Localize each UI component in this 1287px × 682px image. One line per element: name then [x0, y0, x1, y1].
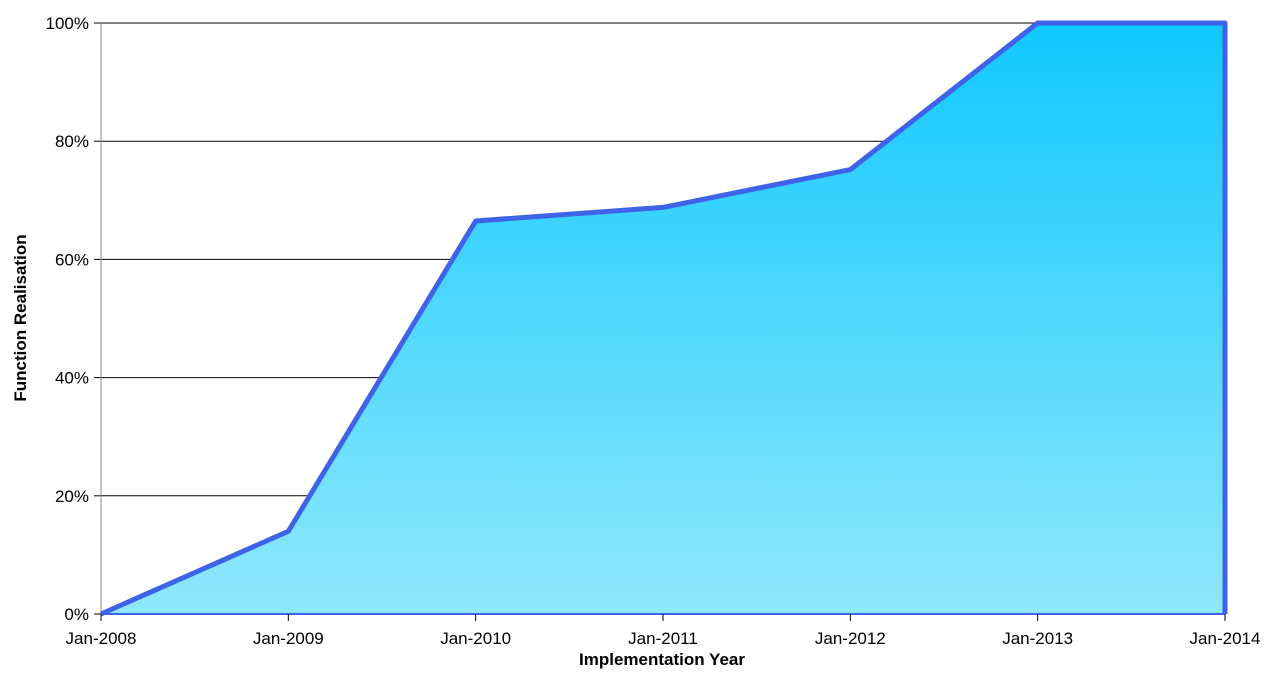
x-tick-label: Jan-2014	[1190, 629, 1261, 648]
x-tick-label: Jan-2008	[66, 629, 137, 648]
y-tick-label: 20%	[55, 487, 89, 506]
y-tick-label: 40%	[55, 369, 89, 388]
x-tick-label: Jan-2012	[815, 629, 886, 648]
y-tick-labels: 0% 20% 40% 60% 80% 100%	[46, 14, 89, 624]
x-tick-label: Jan-2011	[628, 629, 698, 648]
x-tick-label: Jan-2013	[1002, 629, 1073, 648]
axes	[100, 23, 1226, 621]
x-tick-label: Jan-2010	[440, 629, 511, 648]
series-area-fill	[101, 23, 1225, 614]
y-tick-label: 80%	[55, 132, 89, 151]
x-tick-label: Jan-2009	[253, 629, 324, 648]
y-tick-label: 0%	[64, 605, 89, 624]
x-axis-title: Implementation Year	[579, 650, 745, 669]
series-line	[99, 20, 1228, 617]
y-tick-label: 100%	[46, 14, 89, 33]
y-axis-title: Function Realisation	[11, 234, 30, 401]
y-tick-label: 60%	[55, 250, 89, 269]
x-tick-labels: Jan-2008 Jan-2009 Jan-2010 Jan-2011 Jan-2012…	[66, 629, 1261, 648]
